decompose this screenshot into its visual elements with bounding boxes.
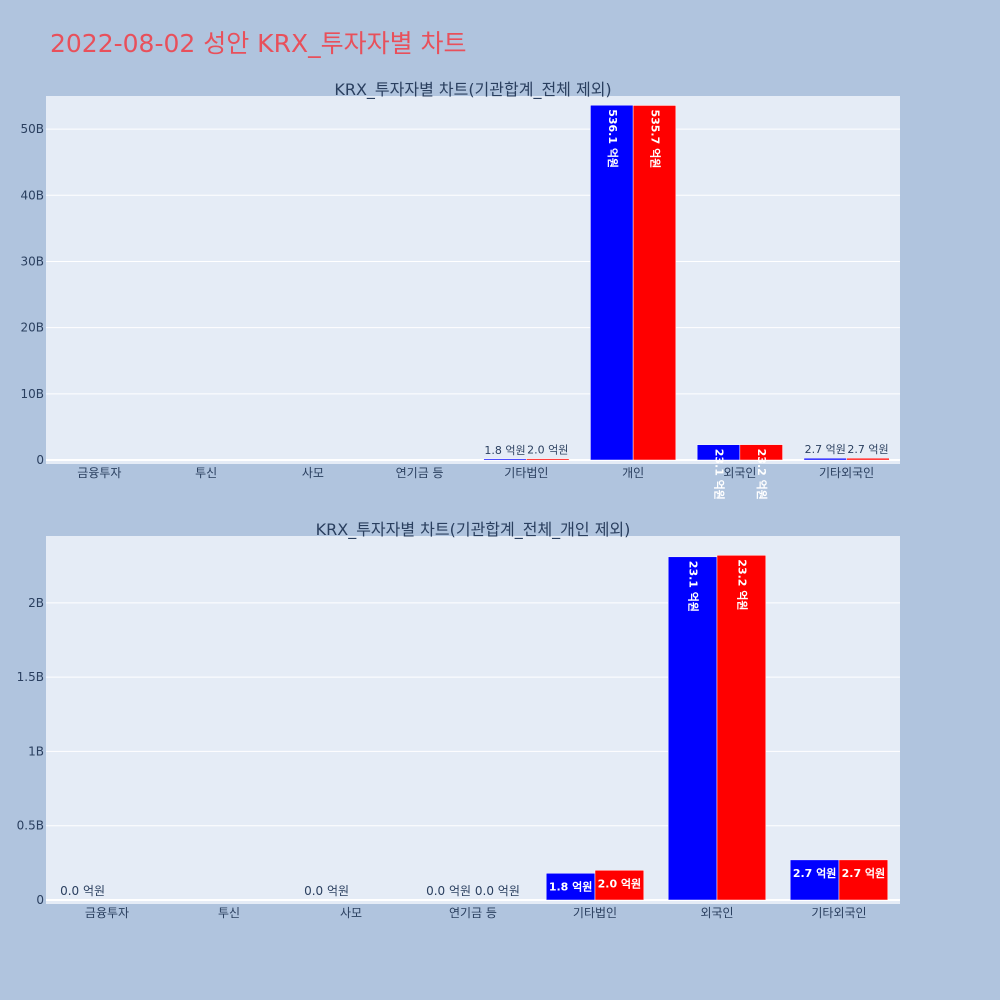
data-label: 2.0 억원 xyxy=(527,444,568,457)
data-label: 0.0 억원 xyxy=(304,884,349,898)
data-label: 23.1 억원 xyxy=(713,449,727,500)
x-tick-label: 사모 xyxy=(302,466,324,480)
x-tick-label: 사모 xyxy=(340,906,362,920)
bar xyxy=(789,859,840,901)
y-tick-label: 2B xyxy=(28,596,44,610)
data-label: 1.8 억원 xyxy=(484,444,525,457)
x-tick-label: 기타외국인 xyxy=(819,466,874,480)
x-tick-label: 기타외국인 xyxy=(811,906,866,920)
x-tick-label: 투신 xyxy=(195,466,217,480)
y-tick-label: 1B xyxy=(28,744,44,758)
chart-title: KRX_투자자별 차트(기관합계_전체 제외) xyxy=(334,80,611,100)
data-label: 536.1 억원 xyxy=(606,109,620,168)
y-tick-label: 10B xyxy=(20,387,44,401)
data-label: 2.0 억원 xyxy=(598,876,642,890)
bar xyxy=(590,104,634,461)
chart-excluding-institutions: 0 10B 20B 30B 40B 50B KRX_투자자별 차트(기관합계_전체 제외) 금… xyxy=(20,80,900,500)
data-label: 2.7 억원 xyxy=(805,443,846,456)
x-tick-label: 개인 xyxy=(622,466,644,480)
chart-title: KRX_투자자별 차트(기관합계_전체_개인 제외) xyxy=(316,520,631,540)
bar xyxy=(545,873,596,901)
data-label: 2.7 억원 xyxy=(847,443,888,456)
x-tick-label: 금융투자 xyxy=(77,466,121,480)
data-label: 535.7 억원 xyxy=(648,109,662,168)
bar xyxy=(846,457,890,461)
plot-area xyxy=(46,96,900,464)
plot-area xyxy=(46,536,900,904)
y-tick-label: 40B xyxy=(20,188,44,202)
bar xyxy=(667,556,718,901)
y-tick-label: 30B xyxy=(20,254,44,268)
x-tick-label: 연기금 등 xyxy=(449,906,497,920)
x-tick-label: 투신 xyxy=(218,906,240,920)
y-tick-label: 0 xyxy=(36,893,44,907)
y-tick-label: 1.5B xyxy=(17,670,44,684)
data-label: 0.0 억원 xyxy=(60,884,105,898)
bar xyxy=(739,444,783,461)
y-tick-label: 50B xyxy=(20,122,44,136)
data-label: 23.2 억원 xyxy=(755,449,769,500)
data-label: 0.0 억원 xyxy=(426,884,471,898)
x-tick-label: 금융투자 xyxy=(85,906,129,920)
data-label: 23.1 억원 xyxy=(687,561,701,612)
data-label: 2.7 억원 xyxy=(793,866,837,880)
data-label: 1.8 억원 xyxy=(549,879,593,893)
x-tick-label: 기타법인 xyxy=(573,906,617,920)
page-title: 2022-08-02 성안 KRX_투자자별 차트 xyxy=(50,29,467,58)
x-tick-label: 외국인 xyxy=(723,466,756,480)
x-tick-label: 연기금 등 xyxy=(396,466,444,480)
y-tick-label: 0.5B xyxy=(17,819,44,833)
x-tick-label: 기타법인 xyxy=(504,466,548,480)
y-tick-label: 20B xyxy=(20,321,44,335)
y-tick-label: 0 xyxy=(36,453,44,467)
data-label: 0.0 억원 xyxy=(475,884,520,898)
x-tick-label: 외국인 xyxy=(700,906,733,920)
data-label: 23.2 억원 xyxy=(735,559,749,610)
bar xyxy=(632,105,677,461)
data-label: 2.7 억원 xyxy=(842,866,886,880)
chart-excluding-institutions-and-individuals: 0 0.5B 1B 1.5B 2B KRX_투자자별 차트(기관합계_전체_개인 제외) 금… xyxy=(17,520,900,920)
bar xyxy=(526,458,570,461)
bar xyxy=(838,859,889,901)
bar xyxy=(594,870,645,901)
bar xyxy=(716,555,767,901)
